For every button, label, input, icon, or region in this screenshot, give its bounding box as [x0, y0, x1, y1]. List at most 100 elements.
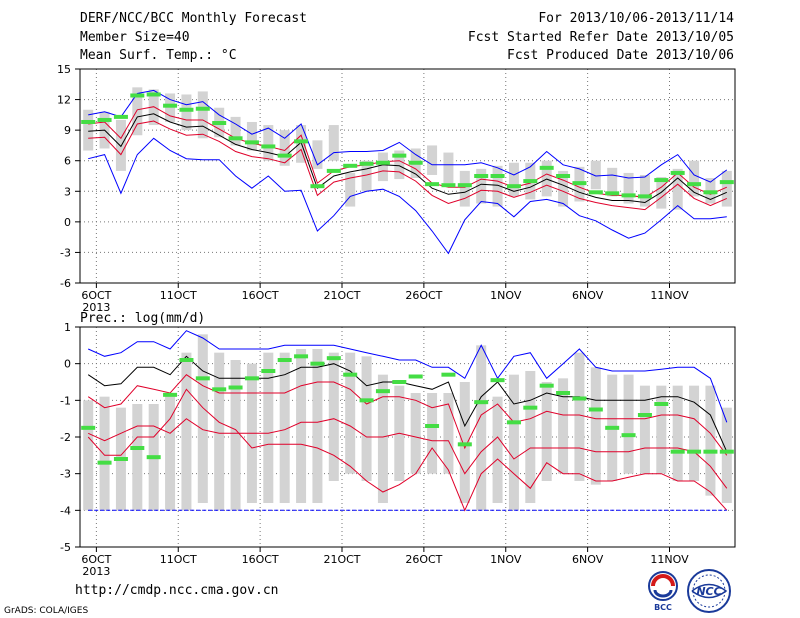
panel1-box	[165, 93, 176, 122]
panel1-median-marker	[359, 161, 374, 166]
panel1-median-marker	[556, 174, 571, 178]
panel2-box	[574, 352, 585, 481]
panel2-median-marker	[670, 449, 685, 454]
panel1-median-marker	[326, 168, 341, 173]
panel2-xtick-label: 21OCT	[323, 553, 360, 566]
panel2-median-marker	[539, 383, 554, 388]
panel1-median-marker	[392, 153, 407, 158]
panel2-box	[197, 334, 208, 503]
panel2-median-marker	[408, 374, 423, 379]
panel2-box	[132, 404, 143, 511]
panel2-box	[181, 352, 192, 511]
panel2-median-marker	[572, 396, 587, 401]
panel1-xtick-label: 16OCT	[242, 289, 279, 302]
panel1-box	[607, 167, 618, 197]
panel2-median-marker	[687, 449, 702, 454]
fcst-started-date: Fcst Started Refer Date 2013/10/05	[467, 30, 734, 45]
panel2-median-marker	[212, 387, 227, 392]
panel2-line-p25	[87, 418, 728, 489]
panel2-xtick-label: 6NOV	[572, 553, 604, 566]
panel2-box	[83, 400, 94, 511]
panel2-ytick-label: -4	[60, 504, 71, 517]
panel1-xtick-label: 26OCT	[405, 289, 442, 302]
panel1-box	[394, 150, 405, 180]
panel1-median-marker	[572, 181, 587, 186]
panel1-xtick-label: 1NOV	[490, 289, 522, 302]
panel1-line-mean	[88, 113, 727, 204]
panel1-box	[623, 172, 634, 204]
panel2-box	[410, 393, 421, 474]
panel2-line-max	[87, 330, 728, 423]
panel2-box	[623, 374, 634, 474]
panel2-ytick-label: 0	[64, 358, 71, 371]
panel1-median-marker	[277, 153, 292, 158]
panel1-median-marker	[113, 114, 128, 119]
panel1-ytick-label: -6	[60, 277, 71, 290]
panel1-median-marker	[703, 190, 718, 195]
panel1-box	[230, 116, 241, 146]
panel2-box	[558, 378, 569, 474]
panel1-median-marker	[179, 107, 194, 112]
panel1-median-marker	[130, 93, 145, 98]
panel2-box	[525, 371, 536, 503]
panel1-median-marker	[228, 136, 243, 141]
panel1-xtick-label: 21OCT	[323, 289, 360, 302]
panel2-box	[689, 385, 700, 481]
panel1-median-marker	[212, 121, 227, 126]
panel2-median-marker	[343, 372, 358, 377]
panel1-median-marker	[490, 174, 505, 178]
panel1-xtick-label: 11NOV	[650, 289, 689, 302]
panel2-median-marker	[441, 372, 456, 377]
panel2-median-marker	[474, 400, 489, 405]
panel2-median-marker	[621, 433, 636, 438]
panel1-xtick-label: 11OCT	[160, 289, 197, 302]
panel2-box	[590, 367, 601, 485]
panel2-xtick-label: 16OCT	[242, 553, 279, 566]
panel1-median-marker	[670, 170, 685, 175]
chart-title: DERF/NCC/BCC Monthly Forecast	[80, 11, 307, 26]
panel1-box	[312, 140, 323, 169]
panel1-box	[246, 121, 257, 151]
panel2-ytick-label: -2	[60, 431, 71, 444]
source-url[interactable]: http://cmdp.ncc.cma.gov.cn	[75, 583, 279, 598]
panel2-median-marker	[195, 376, 210, 381]
panel2-median-marker	[425, 424, 440, 428]
panel2-box	[263, 352, 274, 503]
panel1-box	[721, 170, 732, 207]
panel2-median-marker	[244, 376, 259, 381]
panel2-box	[279, 352, 290, 503]
panel1-median-marker	[506, 184, 521, 189]
ncc-logo: NCC	[686, 568, 732, 618]
panel2-box	[639, 385, 650, 474]
panel2-median-marker	[392, 380, 407, 384]
panel2-xtick-label: 11OCT	[160, 553, 197, 566]
panel1-median-marker	[375, 160, 390, 165]
panel1-ytick-label: 3	[64, 185, 71, 198]
panel1-median-marker	[719, 180, 734, 185]
panel2-median-marker	[506, 420, 521, 425]
panel2-ytick-label: 1	[64, 321, 71, 334]
panel2-median-marker	[490, 378, 505, 383]
panel1-box	[377, 152, 388, 182]
panel1-median-marker	[244, 140, 259, 145]
bcc-logo: BCC	[641, 568, 685, 616]
panel2-median-marker	[703, 449, 718, 454]
panel2-box	[296, 349, 307, 503]
panel2-median-marker	[277, 358, 292, 362]
panel2-median-marker	[163, 392, 178, 397]
panel1-box	[459, 170, 470, 207]
panel1-box	[181, 94, 192, 131]
panel1-median-marker	[654, 178, 669, 183]
panel2-box	[345, 352, 356, 474]
panel2-box	[443, 393, 454, 474]
panel2-median-marker	[146, 455, 161, 460]
panel1-xtick-label: 6OCT	[81, 289, 111, 302]
panel1-median-marker	[97, 117, 112, 122]
grads-credit: GrADS: COLA/IGES	[4, 606, 89, 616]
panel1-box	[558, 170, 569, 207]
panel1-median-marker	[343, 163, 358, 168]
panel1-box	[492, 165, 503, 207]
panel2-xtick-label: 11NOV	[650, 553, 689, 566]
panel2-box	[328, 352, 339, 481]
panel1-median-marker	[163, 103, 178, 108]
